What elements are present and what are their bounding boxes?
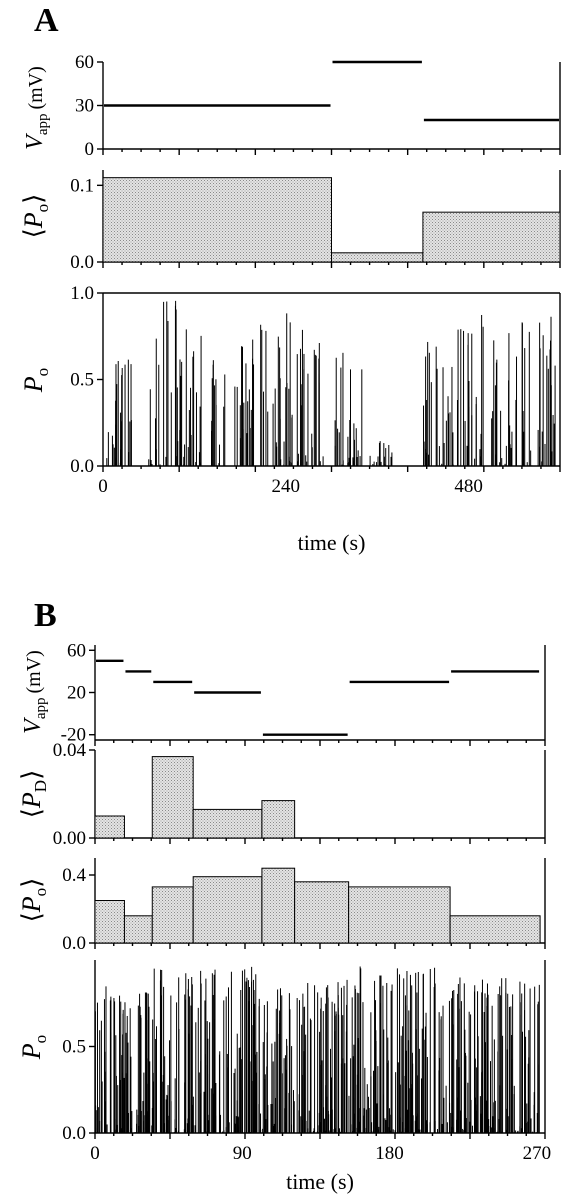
- y-label-symbol: P: [19, 212, 48, 229]
- y-label-symbol: V: [22, 133, 48, 150]
- y-label-bracket-open: ⟨: [17, 808, 46, 818]
- mean-bin-bar: [151, 886, 194, 944]
- y-tick-label: 20: [67, 683, 86, 704]
- y-label-subscript: app: [35, 113, 51, 135]
- y-tick-label: 60: [75, 52, 94, 73]
- x-tick-label: 480: [454, 476, 483, 497]
- y-axis-label: ⟨Po⟩: [17, 878, 50, 923]
- mean-bin-bar: [449, 915, 541, 944]
- x-axis-label: time (s): [298, 530, 366, 555]
- y-label-bracket-close: ⟩: [17, 770, 46, 780]
- y-label-symbol: V: [20, 717, 46, 734]
- y-axis-label: Vapp (mV): [22, 66, 51, 150]
- y-tick-label: 0.0: [62, 1123, 86, 1144]
- y-label-unit: (mV): [25, 66, 47, 109]
- y-label-subscript: o: [31, 1035, 50, 1044]
- mean-bin-bar: [422, 211, 561, 263]
- y-tick-label: 0.5: [70, 370, 94, 391]
- y-tick-label: 0.0: [70, 252, 94, 273]
- mean-bin-bar: [261, 800, 296, 839]
- y-tick-label: 0.5: [62, 1037, 86, 1058]
- y-tick-label: 0.00: [53, 828, 86, 849]
- subplot-b-meanpo: 0.0 0.4 ⟨Po⟩: [17, 858, 546, 954]
- y-label-unit: (mV): [23, 650, 45, 693]
- y-label-subscript: D: [31, 780, 50, 792]
- y-tick-label: 0.1: [70, 175, 94, 196]
- y-label-symbol: P: [17, 1043, 46, 1060]
- x-tick-label: 180: [375, 1143, 404, 1164]
- y-tick-label: 0.0: [62, 933, 86, 954]
- y-label-bracket-close: ⟩: [19, 194, 48, 204]
- y-axis-label: Po: [19, 368, 52, 393]
- y-tick-label: 1.0: [70, 283, 94, 304]
- x-tick-label: 240: [272, 476, 301, 497]
- y-tick-label: -20: [61, 725, 86, 746]
- y-label-bracket-close: ⟩: [17, 878, 46, 888]
- mean-bin-bar: [192, 808, 263, 839]
- x-tick-label: 0: [90, 1143, 100, 1164]
- y-tick-label: 0: [85, 139, 95, 160]
- mean-bin-bar: [94, 900, 125, 944]
- y-label-subscript: o: [33, 368, 52, 377]
- subplot-b-meanpd: 0.000.04⟨PD⟩: [17, 740, 546, 849]
- subplot-b-po: 0.0 0.5 0 90 180 270 time (s) Po: [17, 960, 551, 1194]
- y-tick-label: 0.0: [70, 456, 94, 477]
- y-label-bracket-open: ⟨: [17, 912, 46, 922]
- y-tick-label: 0.4: [62, 865, 86, 886]
- panel-letter-a: A: [34, 2, 59, 39]
- x-tick-label: 0: [98, 476, 108, 497]
- subplot-a-po: 0.0 0.5 1.0 0 240 480 time (s) Po: [19, 283, 561, 555]
- panel-letter-b: B: [34, 597, 57, 634]
- mean-bin-bar: [192, 876, 263, 944]
- mean-bin-bar: [348, 886, 451, 944]
- y-axis-label: ⟨Po⟩: [19, 194, 52, 239]
- y-label-symbol: P: [19, 376, 48, 393]
- y-tick-label: 60: [67, 640, 86, 661]
- y-label-bracket-open: ⟨: [19, 228, 48, 238]
- mean-bin-bar: [294, 881, 350, 944]
- mean-bin-bar: [151, 756, 194, 839]
- x-axis-label: time (s): [286, 1169, 354, 1194]
- y-label-subscript: o: [33, 204, 52, 213]
- mean-bin-bar: [261, 867, 296, 944]
- y-label-symbol: P: [17, 792, 46, 809]
- y-label-subscript: o: [31, 888, 50, 897]
- y-label-symbol: P: [17, 896, 46, 913]
- x-tick-label: 90: [233, 1143, 252, 1164]
- x-tick-label: 270: [523, 1143, 552, 1164]
- y-axis-label: ⟨PD⟩: [17, 770, 50, 818]
- mean-bin-bar: [123, 915, 153, 944]
- y-tick-label: 0.04: [53, 740, 87, 761]
- subplot-a-meanpo: 0.0 0.1 ⟨Po⟩: [19, 170, 561, 273]
- y-label-subscript: app: [33, 697, 49, 719]
- y-tick-label: 30: [75, 96, 94, 117]
- subplot-b-vapp: -20 20 60 Vapp (mV): [20, 640, 546, 746]
- y-axis-label: Vapp (mV): [20, 650, 49, 734]
- mean-bin-bar: [331, 252, 424, 263]
- mean-bin-bar: [102, 177, 332, 263]
- y-axis-label: Po: [17, 1035, 50, 1060]
- subplot-a-vapp: 0 30 60 Vapp (mV): [22, 52, 561, 160]
- mean-bin-bar: [94, 815, 125, 839]
